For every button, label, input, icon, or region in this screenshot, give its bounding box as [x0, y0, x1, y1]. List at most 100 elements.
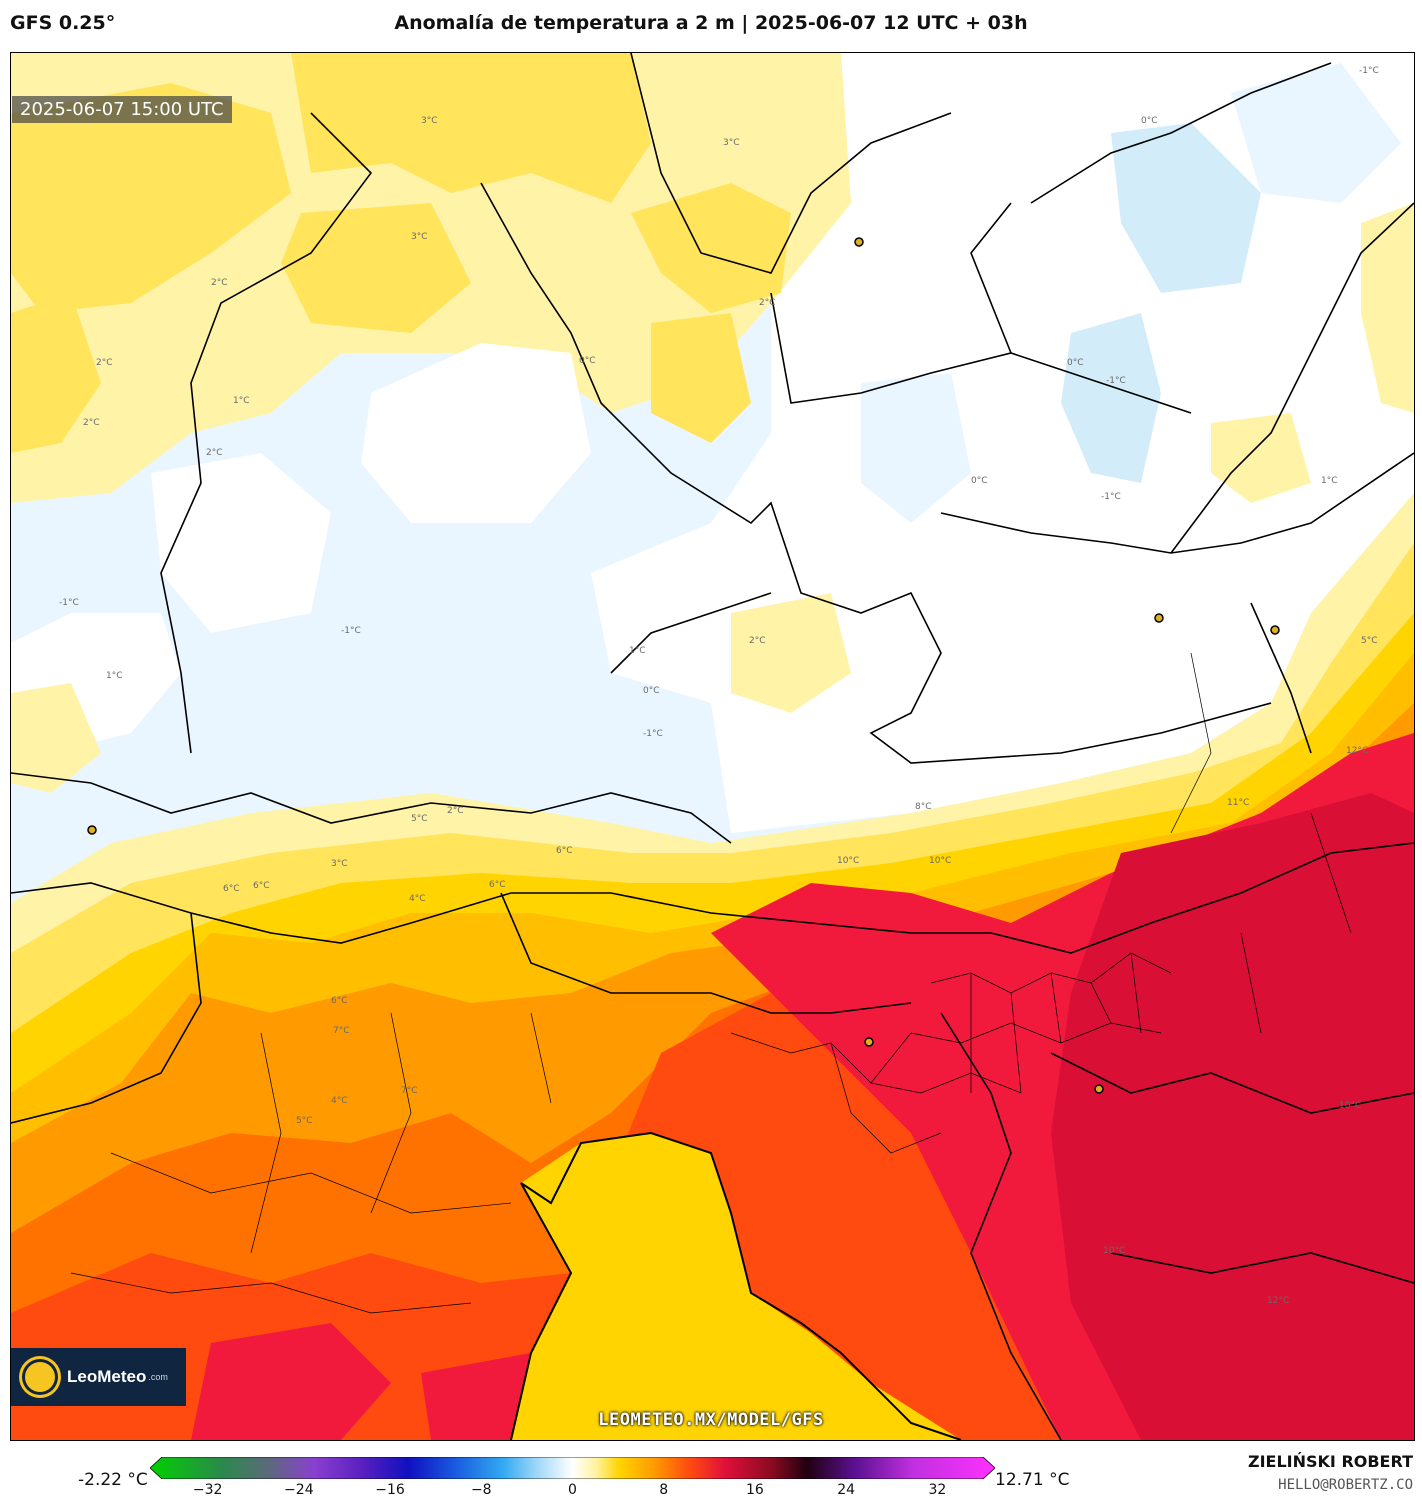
- city-marker: [1270, 625, 1280, 635]
- contour-label: 2°C: [83, 418, 100, 428]
- contour-label: 6°C: [489, 880, 506, 890]
- contour-label: 5°C: [296, 1116, 313, 1126]
- colorbar-min-label: -2.22 °C: [78, 1470, 148, 1490]
- contour-label: 6°C: [556, 846, 573, 856]
- map-title: Anomalía de temperatura a 2 m | 2025-06-…: [394, 12, 1028, 34]
- contour-label: 3°C: [331, 859, 348, 869]
- contour-label: 1°C: [233, 396, 250, 406]
- contour-label: 3°C: [723, 138, 740, 148]
- contour-label: -1°C: [59, 598, 79, 608]
- author-name: ZIELIŃSKI ROBERT: [1247, 1452, 1413, 1471]
- colorbar-tick-label: 8: [659, 1482, 669, 1498]
- warm-anomaly-patch: [1211, 413, 1311, 503]
- contour-label: -1°C: [1101, 492, 1121, 502]
- region-borders: [70, 652, 1352, 1314]
- cold-anomaly-patch: [1231, 63, 1401, 203]
- contour-label: 2°C: [759, 298, 776, 308]
- colorbar-tick-label: −24: [284, 1482, 314, 1498]
- warm-anomaly-patch: [631, 183, 791, 313]
- contour-label: 12°C: [1267, 1296, 1289, 1306]
- contour-label: 10°C: [1103, 1246, 1125, 1256]
- warm-anomaly-patch: [651, 313, 751, 443]
- logo-text: LeoMeteo: [67, 1367, 147, 1386]
- contour-labels: 3°C 3°C 3°C 2°C 2°C 2°C 2°C 1°C 1°C 0°C -1°C -1°C -1…: [59, 66, 1379, 1306]
- sun-icon: [25, 1362, 55, 1392]
- coastline: [520, 1131, 962, 1440]
- contour-label: 4°C: [331, 1096, 348, 1106]
- valid-time-badge: 2025-06-07 15:00 UTC: [12, 96, 232, 123]
- model-name: GFS 0.25°: [10, 12, 116, 34]
- temperature-anomaly-map: 3°C 3°C 3°C 2°C 2°C 2°C 2°C 1°C 1°C 0°C -1°C -1°C -1…: [10, 52, 1415, 1441]
- city-marker: [854, 237, 864, 247]
- contour-label: -1°C: [1359, 66, 1379, 76]
- colorbar-tick-label: 32: [928, 1482, 947, 1498]
- contour-label: 0°C: [1141, 116, 1158, 126]
- contour-label: 1°C: [106, 671, 123, 681]
- map-canvas: 3°C 3°C 3°C 2°C 2°C 2°C 2°C 1°C 1°C 0°C -1°C -1°C -1…: [11, 53, 1414, 1440]
- cold-anomaly-patch: [1061, 313, 1161, 483]
- contour-label: 10°C: [837, 856, 859, 866]
- contour-label: 12°C: [1346, 746, 1368, 756]
- contour-label: -1°C: [1106, 376, 1126, 386]
- contour-label: 3°C: [411, 232, 428, 242]
- contour-label: 2°C: [447, 806, 464, 816]
- contour-label: 4°C: [409, 894, 426, 904]
- contour-label: 1°C: [629, 646, 646, 656]
- neutral-anomaly-area: [151, 453, 331, 633]
- warm-anomaly-patch: [281, 203, 471, 333]
- contour-label: 10°C: [929, 856, 951, 866]
- city-marker: [864, 1037, 874, 1047]
- contour-label: 11°C: [1227, 798, 1249, 808]
- contour-label: 1°C: [1321, 476, 1338, 486]
- contour-label: 0°C: [1067, 358, 1084, 368]
- neutral-anomaly-area: [361, 343, 591, 523]
- colorbar: [150, 1457, 995, 1479]
- colorbar-tick-label: −16: [375, 1482, 405, 1498]
- strong-warm-anomaly-area: [191, 1323, 391, 1440]
- contour-label: 7°C: [401, 1086, 418, 1096]
- city-marker: [87, 825, 97, 835]
- contour-label: 3°C: [421, 116, 438, 126]
- contour-label: 0°C: [971, 476, 988, 486]
- contour-label: 2°C: [206, 448, 223, 458]
- warm-anomaly-patch: [11, 83, 291, 313]
- colorbar-tick-label: 0: [568, 1482, 577, 1498]
- contour-label: 0°C: [579, 356, 596, 366]
- contour-label: -1°C: [341, 626, 361, 636]
- adriatic-sea-anomaly: [511, 1133, 961, 1440]
- warm-anomaly-patch: [11, 683, 101, 793]
- contour-label: 10°C: [1339, 1101, 1361, 1111]
- city-marker: [1154, 613, 1164, 623]
- contour-label: 6°C: [223, 884, 240, 894]
- colorbar-gradient: [150, 1457, 995, 1479]
- contour-label: 5°C: [1361, 636, 1378, 646]
- contour-label: 6°C: [253, 881, 270, 891]
- author-email[interactable]: HELLO@ROBERTZ.CO: [1278, 1477, 1413, 1493]
- contour-label: 7°C: [333, 1026, 350, 1036]
- logo-domain: .com: [148, 1372, 168, 1382]
- strong-warm-anomaly-area: [1051, 793, 1414, 1440]
- cold-anomaly-patch: [861, 373, 971, 523]
- leometeo-logo[interactable]: LeoMeteo .com: [11, 1348, 186, 1406]
- warm-anomaly-patch: [731, 593, 851, 713]
- contour-label: 2°C: [749, 636, 766, 646]
- colorbar-max-label: 12.71 °C: [995, 1470, 1070, 1490]
- source-watermark: LEOMETEO.MX/MODEL/GFS: [598, 1410, 824, 1430]
- warm-anomaly-patch: [1361, 203, 1414, 413]
- colorbar-tick-label: −32: [192, 1482, 223, 1498]
- contour-label: 6°C: [331, 996, 348, 1006]
- contour-label: 0°C: [643, 686, 660, 696]
- city-markers: [87, 237, 1280, 1094]
- city-marker: [1094, 1084, 1104, 1094]
- warm-anomaly-patch: [291, 53, 651, 203]
- contour-label: 2°C: [211, 278, 228, 288]
- colorbar-tick-label: 24: [837, 1482, 856, 1498]
- colorbar-tick-label: −8: [470, 1482, 492, 1498]
- colorbar-tick-label: 16: [746, 1482, 764, 1498]
- contour-label: 8°C: [915, 802, 932, 812]
- country-borders: [11, 53, 1414, 1440]
- contour-label: 5°C: [411, 814, 428, 824]
- cold-anomaly-patch: [1111, 123, 1261, 293]
- warm-anomaly-patch: [11, 293, 101, 453]
- contour-label: -1°C: [643, 729, 663, 739]
